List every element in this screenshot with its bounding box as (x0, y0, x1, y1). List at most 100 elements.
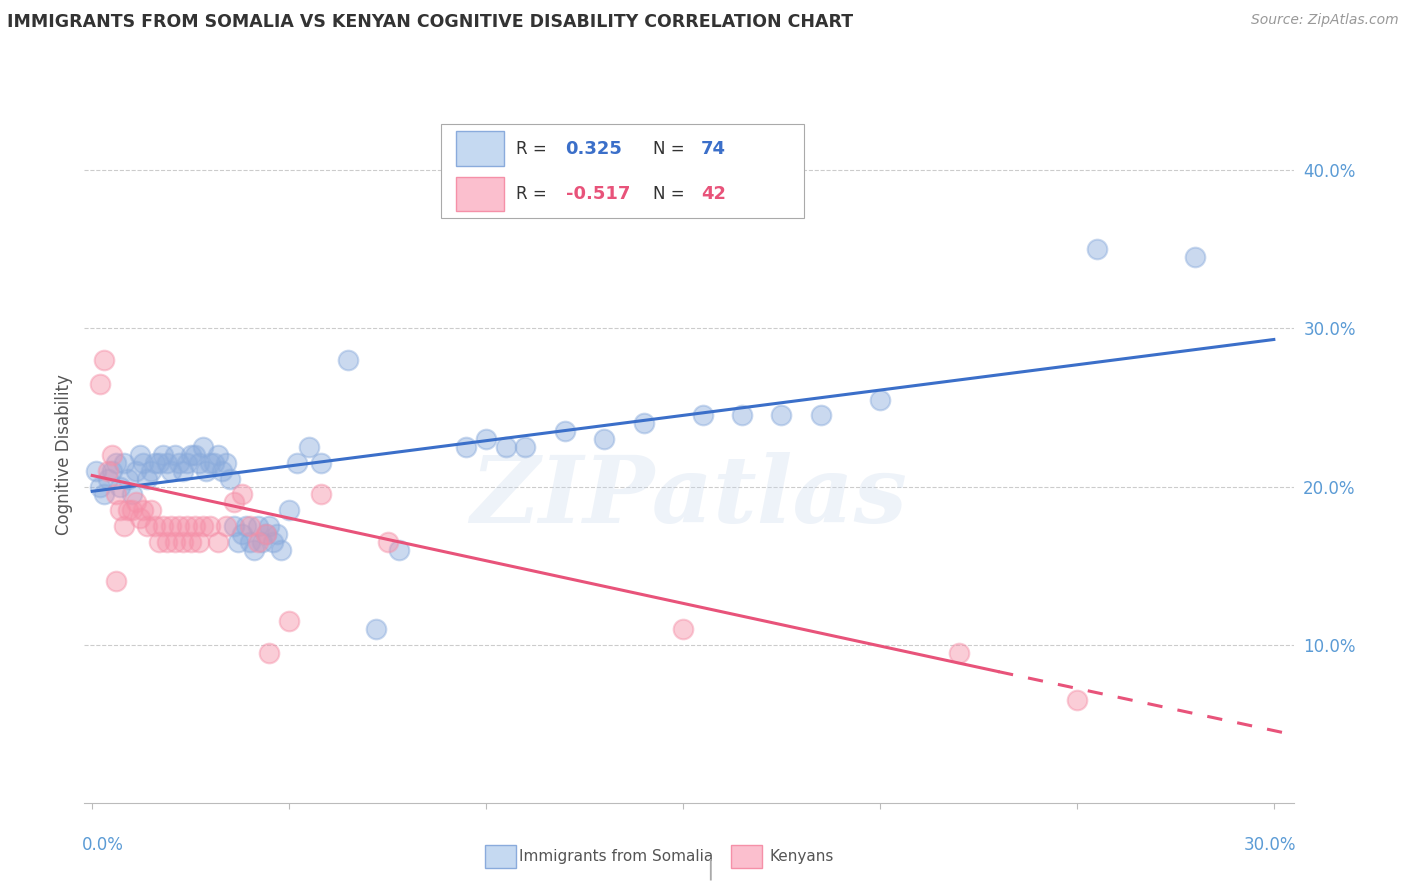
Point (250, 534, 273, 549)
Point (259, 519, 281, 533)
Point (1085, 243, 1108, 257)
Point (215, 456, 238, 470)
Point (124, 464, 146, 478)
Point (187, 456, 209, 470)
Point (163, 448, 186, 462)
Point (495, 440, 517, 454)
Point (132, 456, 155, 470)
Point (84, 464, 107, 478)
Point (364, 622, 387, 636)
Point (89, 479, 111, 493)
Point (156, 534, 179, 549)
Text: 0.325: 0.325 (565, 140, 623, 158)
Point (593, 432, 616, 446)
Text: 42: 42 (702, 185, 725, 203)
Point (101, 464, 124, 478)
Point (231, 487, 253, 501)
Point (136, 472, 159, 486)
Y-axis label: Cognitive Disability: Cognitive Disability (55, 375, 73, 535)
Point (97, 472, 120, 486)
Point (128, 511, 150, 525)
Point (160, 519, 183, 533)
Point (270, 542, 292, 557)
Point (207, 448, 229, 462)
Point (202, 456, 225, 470)
Point (160, 464, 183, 478)
Point (731, 409, 754, 423)
Point (948, 646, 970, 660)
Point (180, 448, 202, 462)
FancyBboxPatch shape (456, 177, 503, 211)
Point (278, 503, 301, 517)
Point (239, 519, 262, 533)
FancyBboxPatch shape (441, 124, 804, 219)
Text: |: | (706, 859, 714, 880)
Point (104, 574, 127, 589)
Point (124, 495, 146, 509)
Point (215, 519, 238, 533)
Point (222, 495, 245, 509)
Point (278, 614, 301, 628)
Point (183, 519, 205, 533)
Point (211, 464, 233, 478)
Point (108, 479, 131, 493)
Text: R =: R = (516, 185, 553, 203)
Text: 74: 74 (702, 140, 725, 158)
Point (219, 472, 242, 486)
Point (239, 534, 262, 549)
Point (266, 527, 288, 541)
Point (246, 519, 269, 533)
Point (191, 519, 214, 533)
Point (1184, 250, 1206, 264)
Text: 0.0%: 0.0% (82, 836, 124, 855)
Point (298, 440, 321, 454)
Point (176, 456, 198, 470)
Point (143, 519, 166, 533)
Point (285, 456, 308, 470)
Text: N =: N = (652, 140, 689, 158)
Point (112, 519, 135, 533)
Point (692, 409, 714, 423)
Point (235, 519, 257, 533)
Point (156, 456, 179, 470)
Text: Immigrants from Somalia: Immigrants from Somalia (519, 849, 713, 863)
Point (141, 464, 163, 478)
Text: -0.517: -0.517 (565, 185, 630, 203)
Point (108, 503, 131, 517)
Text: R =: R = (516, 140, 553, 158)
Point (337, 353, 360, 368)
Point (132, 503, 155, 517)
Text: IMMIGRANTS FROM SOMALIA VS KENYAN COGNITIVE DISABILITY CORRELATION CHART: IMMIGRANTS FROM SOMALIA VS KENYAN COGNIT… (7, 13, 853, 31)
Point (187, 534, 209, 549)
Point (97, 464, 120, 478)
Point (226, 534, 249, 549)
Point (262, 534, 284, 549)
Point (172, 534, 194, 549)
Point (128, 448, 150, 462)
Point (121, 487, 143, 501)
Point (456, 440, 478, 454)
Point (104, 456, 127, 470)
Point (388, 542, 411, 557)
Point (200, 519, 222, 533)
Point (259, 646, 281, 660)
Point (1066, 693, 1088, 707)
Point (309, 456, 332, 470)
Point (810, 409, 832, 423)
Point (672, 622, 695, 636)
Point (195, 464, 218, 478)
Text: N =: N = (652, 185, 689, 203)
Point (93, 487, 115, 501)
Point (222, 519, 245, 533)
Point (554, 424, 576, 438)
Point (633, 417, 655, 431)
Text: 30.0%: 30.0% (1243, 836, 1296, 855)
Text: Kenyans: Kenyans (769, 849, 834, 863)
Point (254, 527, 277, 541)
Point (152, 519, 174, 533)
Point (770, 409, 793, 423)
Point (136, 519, 159, 533)
Point (475, 432, 498, 446)
Point (172, 464, 194, 478)
Point (148, 534, 170, 549)
